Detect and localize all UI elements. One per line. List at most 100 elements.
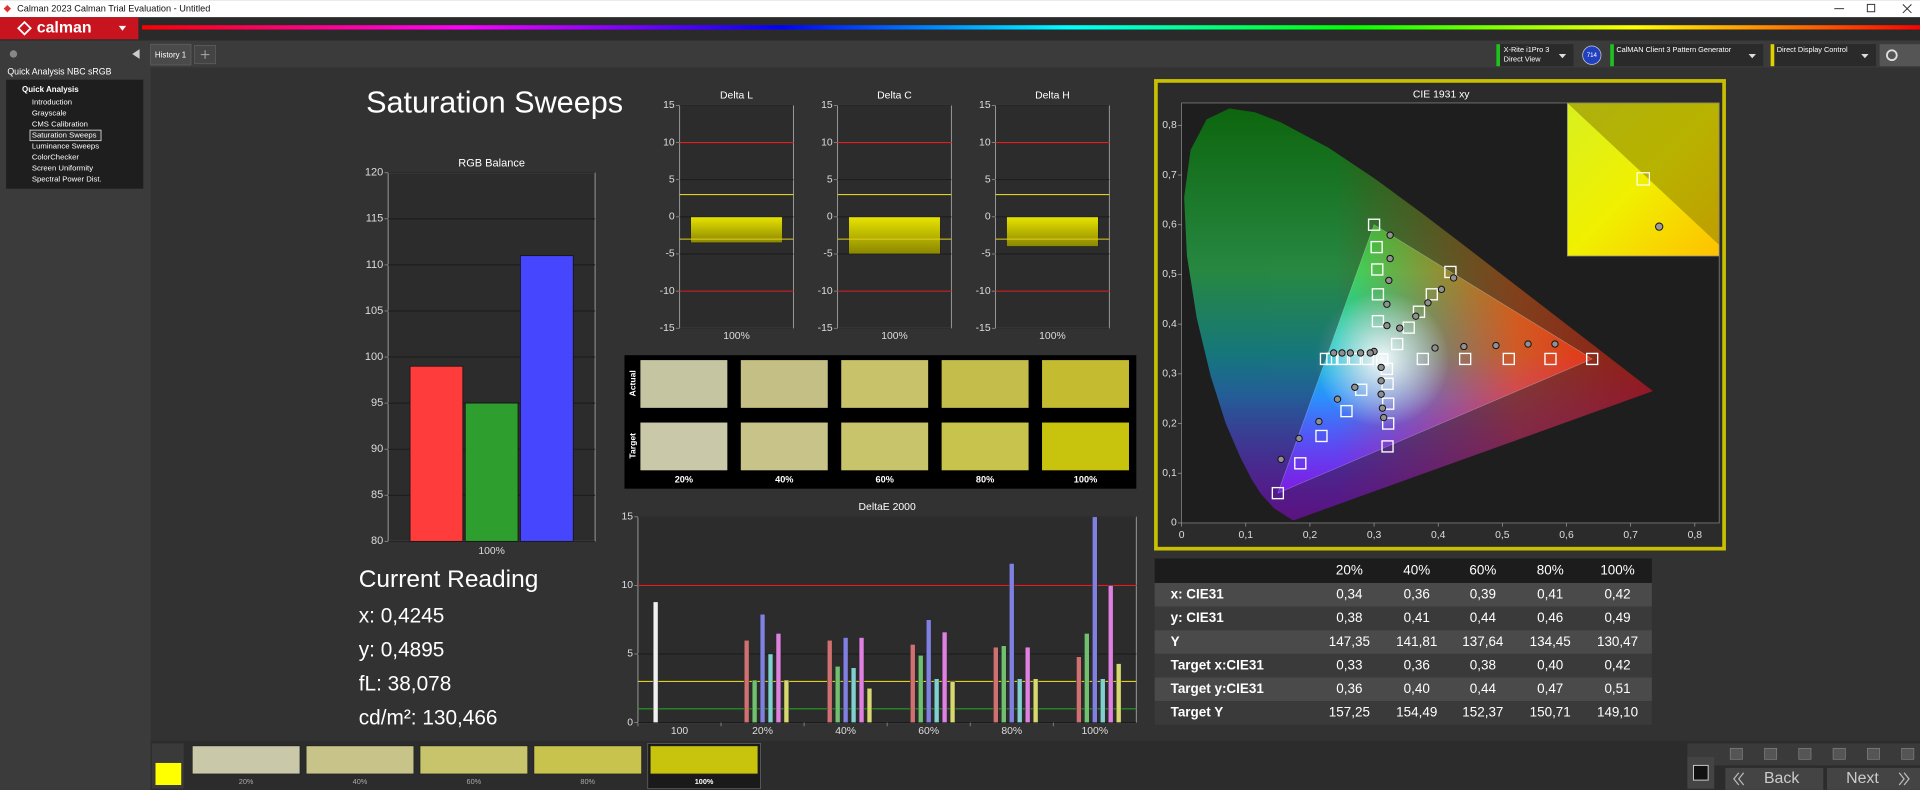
patch-button[interactable]: [305, 745, 415, 775]
target-point: [1544, 352, 1557, 366]
target-point: [1340, 404, 1353, 418]
patch-button[interactable]: [533, 745, 642, 775]
measured-point: [1346, 349, 1355, 357]
actual-swatch: [740, 360, 828, 408]
tree-item[interactable]: Saturation Sweeps: [32, 130, 97, 139]
bar: [1024, 646, 1031, 723]
tree-item[interactable]: ColorChecker: [32, 152, 80, 161]
x-tick-label: 100%: [478, 546, 505, 557]
target-point: [1294, 457, 1307, 470]
y-tick-label: -15: [818, 323, 833, 334]
bar: [1032, 678, 1039, 723]
stop-icon: [1692, 764, 1709, 781]
row-label: x: CIE31: [1171, 587, 1225, 602]
bar: [409, 365, 464, 542]
measured-point: [1383, 321, 1391, 330]
target-point: [1371, 288, 1385, 301]
table-cell: 150,71: [1530, 705, 1571, 720]
column-label: 80%: [976, 475, 994, 485]
patch-button[interactable]: [191, 745, 301, 775]
measured-point: [1383, 300, 1391, 308]
selected-item: [29, 129, 102, 142]
y-tick-label: 80: [371, 535, 383, 547]
target-point: [1425, 288, 1438, 301]
bar: [1001, 645, 1007, 723]
next-button[interactable]: [1826, 767, 1920, 790]
table-cell: 141,81: [1396, 634, 1437, 649]
y-tick-label: 115: [366, 213, 384, 225]
workflow-title: Quick Analysis NBC sRGB: [7, 67, 111, 77]
next-icon: [1898, 772, 1910, 786]
row-label: Target Y: [1171, 705, 1224, 720]
close-button[interactable]: [1902, 4, 1912, 14]
measured-point: [1460, 342, 1468, 351]
sidebar-icon[interactable]: [9, 50, 18, 58]
tab-label[interactable]: History 1: [155, 50, 187, 59]
toolbar-icon[interactable]: [1798, 747, 1812, 760]
measured-point: [1437, 285, 1446, 294]
table-cell: 130,47: [1597, 634, 1638, 649]
target-swatch: [841, 422, 929, 471]
tree-group: Quick Analysis: [22, 85, 79, 94]
display-box[interactable]: [1770, 44, 1876, 67]
measured-point: [1424, 299, 1432, 307]
reading-line: x: 0,4245: [359, 605, 445, 628]
tree-item[interactable]: Luminance Sweeps: [32, 141, 99, 150]
column-label: 40%: [775, 475, 793, 485]
chart-title: Delta C: [877, 90, 912, 101]
history-tab[interactable]: [150, 43, 192, 66]
title-bar: [0, 0, 1920, 18]
tree-item[interactable]: Introduction: [32, 97, 72, 106]
x-tick-label: 0,5: [1495, 530, 1510, 541]
settings-button[interactable]: [1879, 44, 1920, 67]
tree-item[interactable]: Screen Uniformity: [32, 164, 93, 173]
current-patch-color: [155, 762, 182, 785]
table-cell: 134,45: [1530, 634, 1571, 649]
x-tick-label: 0,2: [1303, 530, 1318, 541]
y-tick-label: 120: [365, 167, 383, 179]
table-cell: 137,64: [1462, 634, 1504, 649]
meter-box[interactable]: [1496, 44, 1574, 67]
target-point: [1382, 417, 1395, 430]
plot-area: [637, 516, 1137, 724]
toolbar-icon[interactable]: [1901, 747, 1915, 760]
generator-box[interactable]: [1610, 44, 1764, 67]
tree-item[interactable]: CMS Calibration: [32, 119, 88, 128]
target-swatch: [941, 422, 1029, 471]
tree-item[interactable]: Spectral Power Dist.: [32, 175, 102, 184]
toolbar-icon[interactable]: [1867, 747, 1880, 760]
toolbar-icon[interactable]: [1764, 747, 1778, 760]
logo[interactable]: calman: [37, 19, 92, 36]
restore-button[interactable]: [1866, 3, 1876, 13]
table-cell: 0,44: [1470, 681, 1497, 696]
y-tick-label: 85: [371, 489, 383, 501]
patch-button[interactable]: [419, 745, 529, 775]
y-tick-label: 10: [621, 580, 633, 591]
measured-point: [1386, 231, 1394, 239]
x-tick-label: 0,1: [1239, 530, 1254, 541]
toolbar-icon[interactable]: [1832, 747, 1846, 760]
bar: [941, 631, 948, 723]
bar: [652, 601, 659, 723]
target-point: [1370, 240, 1383, 254]
y-tick-label: 0,8: [1162, 120, 1177, 131]
toolbar-icon[interactable]: [1729, 747, 1743, 760]
logo-button[interactable]: [0, 17, 139, 40]
x-tick-label: 0: [1179, 530, 1185, 541]
bar: [866, 688, 873, 723]
sidebar-collapse[interactable]: [132, 49, 140, 59]
tree-item[interactable]: Grayscale: [32, 108, 67, 117]
y-tick-label: 0,2: [1162, 418, 1177, 429]
y-tick-label: 100: [365, 351, 383, 363]
back-button[interactable]: [1725, 767, 1824, 790]
bar: [775, 633, 782, 723]
logo-dropdown[interactable]: [118, 25, 127, 31]
y-tick-label: -15: [976, 323, 991, 334]
target-point: [1315, 429, 1328, 443]
y-tick-label: 0,1: [1162, 468, 1177, 479]
table-header: [1154, 558, 1652, 583]
measured-point: [1356, 349, 1365, 357]
table-row: [1154, 701, 1652, 725]
patch-button[interactable]: [649, 745, 759, 775]
measured-point: [1329, 349, 1338, 357]
